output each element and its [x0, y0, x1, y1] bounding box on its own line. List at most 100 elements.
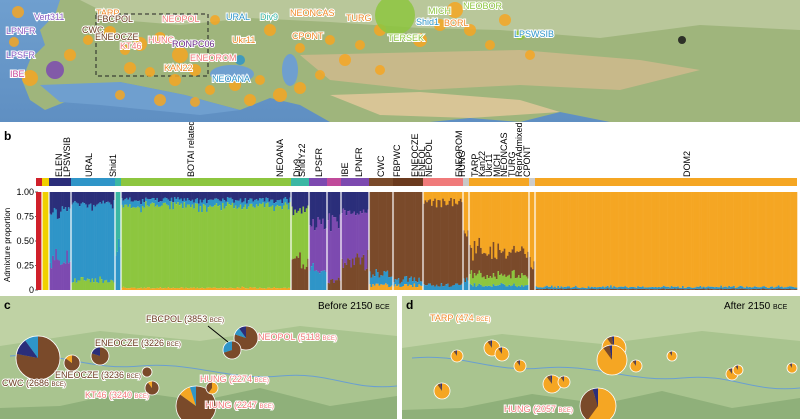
admixture-bar-segment: [222, 192, 224, 199]
map-d-svg: d After 2150 BCE TARP (474 BCE)HUNG (205…: [402, 296, 800, 419]
admixture-bar-segment: [276, 192, 279, 200]
admixture-bar-segment: [675, 192, 678, 287]
pie-slice: [588, 388, 616, 419]
map-label: NEOPOL: [162, 14, 200, 24]
admixture-bar-segment: [36, 192, 38, 290]
admixture-bar-segment: [175, 204, 178, 288]
admixture-bar-segment: [721, 287, 724, 290]
admixture-bar-segment: [437, 200, 440, 287]
admixture-bar-segment: [761, 192, 764, 287]
admixture-bar-segment: [795, 287, 798, 290]
admixture-bar-segment: [265, 203, 268, 289]
admixture-bar-segment: [135, 192, 138, 201]
admixture-bar-segment: [50, 192, 53, 215]
admixture-bar-segment: [373, 192, 376, 277]
map-label: NEOANA: [212, 74, 250, 84]
sample-dot: [235, 55, 245, 65]
admixture-bar-segment: [563, 286, 566, 289]
admixture-bar-segment: [737, 289, 740, 290]
admixture-bar-segment: [586, 192, 589, 289]
admixture-bar-segment: [72, 282, 75, 290]
admixture-bar-segment: [630, 192, 633, 287]
admixture-bar-segment: [323, 192, 326, 230]
admixture-bar-segment: [673, 288, 676, 290]
admixture-bar-segment: [688, 289, 691, 290]
admixture-bar-segment: [322, 270, 325, 290]
admixture-bar-segment: [497, 243, 500, 272]
admixture-bar-segment: [60, 211, 62, 265]
map-label: LPSWSIB: [514, 29, 554, 39]
admixture-bar-segment: [651, 192, 654, 287]
admixture-bar-segment: [793, 287, 796, 290]
admixture-bar-segment: [344, 262, 346, 290]
admixture-bar-segment: [427, 192, 430, 201]
admixture-bar-segment: [566, 288, 569, 290]
admixture-bar-segment: [132, 206, 135, 288]
admixture-bar-segment: [89, 203, 92, 283]
admixture-bar-segment: [173, 192, 176, 197]
admixture-bar-segment: [71, 204, 73, 283]
admixture-bar-segment: [603, 192, 606, 288]
admixture-bar-segment: [458, 284, 461, 290]
admixture-bar-segment: [100, 203, 103, 280]
admixture-bar-segment: [276, 288, 279, 290]
admixture-bar-segment: [532, 192, 534, 270]
admixture-bar-segment: [549, 289, 552, 290]
admixture-bar-segment: [459, 192, 462, 199]
admixture-bar-segment: [737, 286, 740, 290]
admixture-bar-segment: [388, 277, 391, 287]
admixture-bar-segment: [61, 264, 64, 290]
admixture-bar-segment: [744, 287, 747, 290]
admixture-bar-segment: [635, 287, 638, 290]
admixture-bar-segment: [611, 192, 614, 288]
admixture-bar-segment: [486, 255, 489, 276]
admixture-bar-segment: [595, 192, 598, 288]
admixture-bar-segment: [202, 192, 205, 200]
admixture-bar-segment: [645, 289, 648, 290]
admixture-bar-segment: [694, 192, 697, 288]
admixture-bar-segment: [734, 192, 737, 289]
admixture-bar-segment: [196, 198, 199, 204]
admixture-bar-segment: [336, 192, 339, 222]
admixture-bar-segment: [206, 211, 208, 288]
admixture-bar-segment: [177, 288, 180, 290]
admixture-bar-segment: [378, 277, 381, 286]
admixture-bar-segment: [183, 198, 186, 203]
admixture-bar-segment: [291, 259, 293, 290]
admixture-bar-segment: [333, 282, 336, 290]
admixture-bar-segment: [201, 202, 204, 213]
admixture-bar-segment: [97, 282, 100, 290]
admixture-bar-segment: [141, 192, 144, 200]
admixture-bar-segment: [450, 192, 453, 198]
admixture-bar-segment: [279, 288, 282, 290]
admixture-bar-segment: [67, 192, 70, 208]
admixture-bar-segment: [785, 288, 788, 290]
admixture-bar-segment: [725, 288, 728, 290]
admixture-bar-segment: [202, 204, 205, 289]
pie-slice: [500, 347, 502, 354]
admixture-bar-segment: [742, 287, 745, 289]
admixture-bar-segment: [279, 199, 282, 206]
sample-label: ENEOCZE (3236 BCE): [55, 370, 141, 380]
admixture-bar-segment: [407, 281, 410, 286]
admixture-bar-segment: [361, 257, 364, 290]
admixture-bar-segment: [629, 192, 632, 288]
admixture-bar-segment: [755, 286, 758, 290]
admixture-bar-segment: [720, 285, 723, 289]
admixture-bar-segment: [600, 287, 603, 290]
map-label: BORL: [444, 18, 469, 28]
admixture-bar-segment: [554, 192, 557, 287]
admixture-bar-segment: [53, 192, 56, 208]
admixture-bar-segment: [713, 192, 716, 288]
admixture-bar-segment: [215, 198, 218, 204]
admixture-bar-segment: [389, 192, 392, 277]
admixture-bar-segment: [169, 209, 172, 289]
admixture-bar-segment: [646, 289, 649, 290]
admixture-bar-segment: [768, 289, 771, 290]
admixture-bar-segment: [177, 192, 180, 198]
admixture-bar-segment: [193, 287, 196, 290]
group-label: BOTAI related: [186, 122, 196, 177]
admixture-bar-segment: [475, 275, 478, 287]
admixture-bar-segment: [696, 286, 699, 289]
admixture-bar-segment: [600, 289, 603, 290]
